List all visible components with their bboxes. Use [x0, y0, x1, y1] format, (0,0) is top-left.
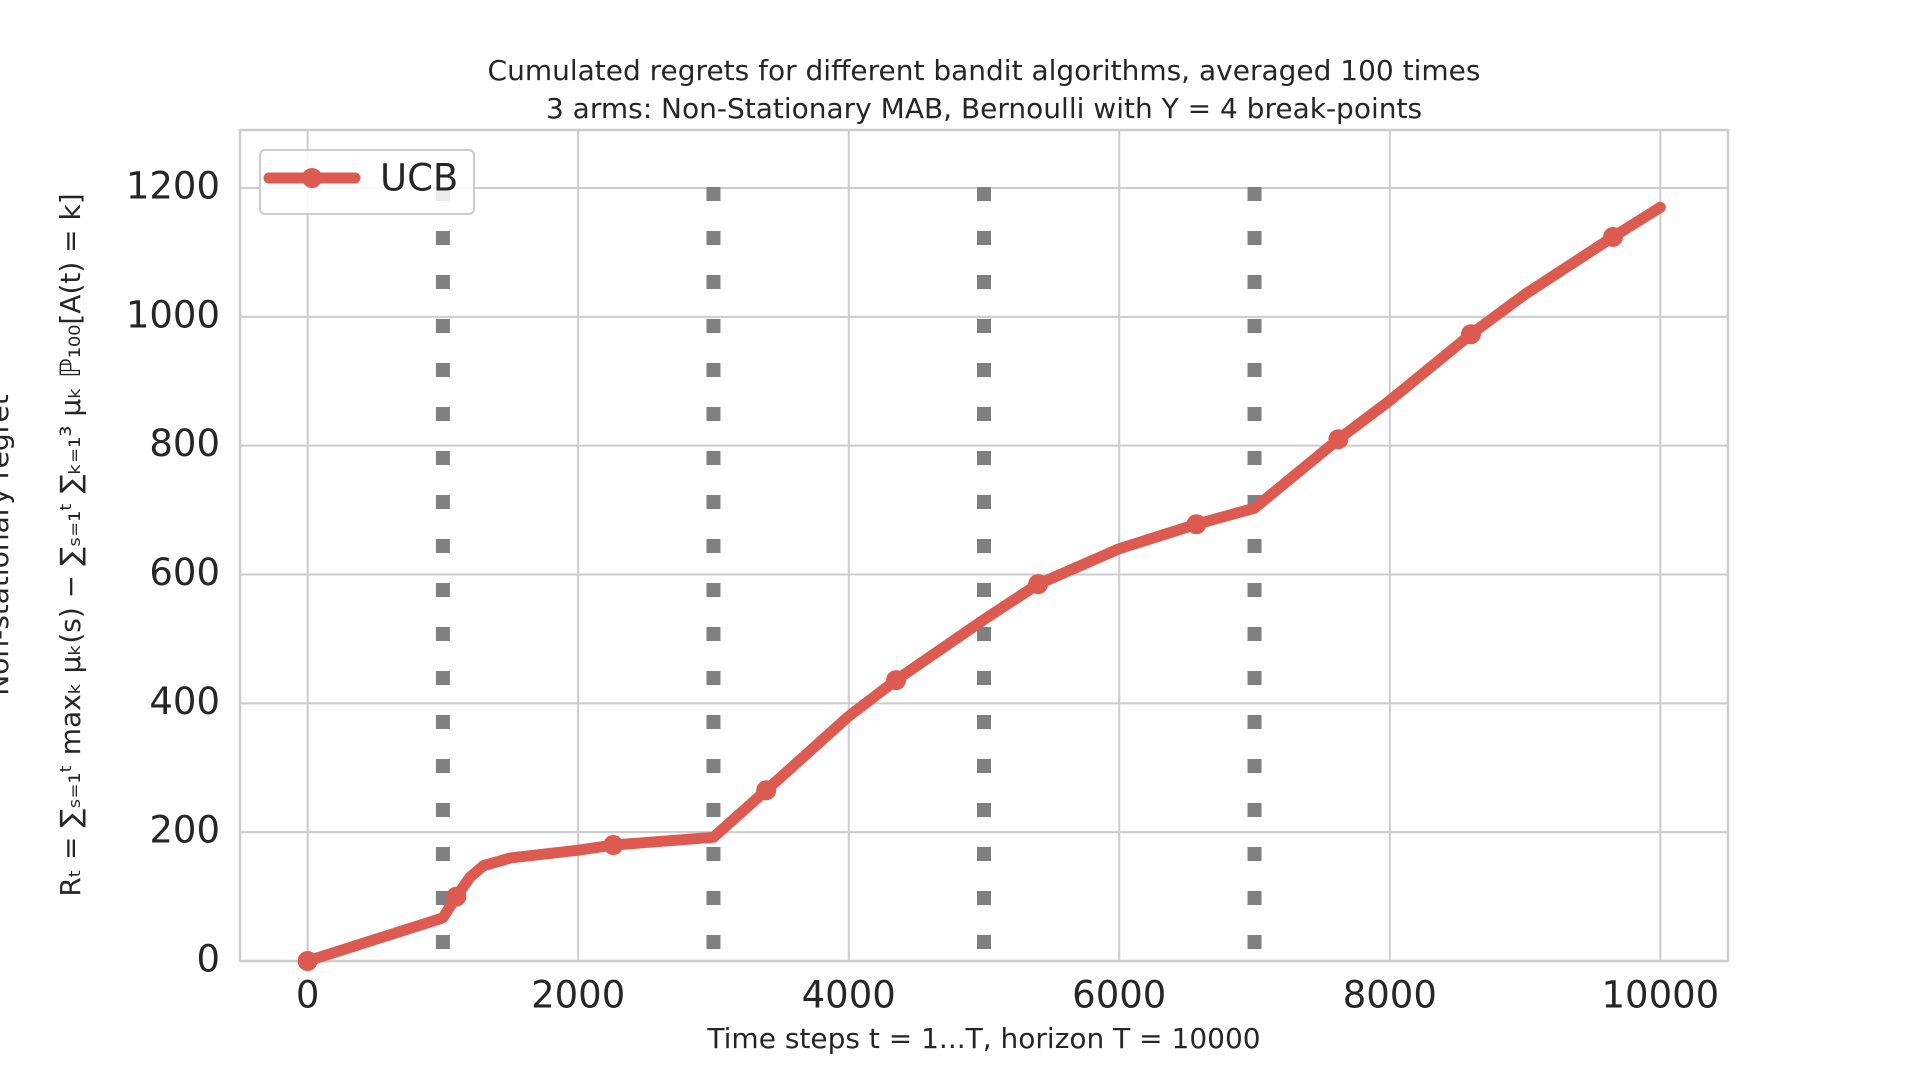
point	[1186, 514, 1207, 535]
chart-subtitle: 3 arms: Non-Stationary MAB, Bernoulli wi…	[546, 92, 1422, 125]
y-tick-label: 800	[149, 422, 220, 465]
legend-label: UCB	[380, 157, 458, 200]
x-tick-label: 8000	[1343, 974, 1437, 1017]
point	[446, 886, 467, 907]
y-tick-label: 1000	[126, 293, 220, 336]
y-axis-label: Non-stationary regret	[0, 394, 15, 695]
legend-swatch-marker	[302, 168, 322, 188]
x-tick-label: 0	[296, 974, 320, 1017]
point	[1603, 226, 1624, 247]
point	[603, 835, 624, 856]
x-tick-label: 4000	[802, 974, 896, 1017]
point	[886, 670, 907, 691]
chart-title: Cumulated regrets for different bandit a…	[488, 54, 1481, 87]
point	[297, 951, 318, 971]
x-tick-label: 2000	[531, 974, 625, 1017]
y-tick-label: 400	[149, 680, 220, 723]
y-axis-formula: Rₜ = ∑ₛ₌₁ᵗ maxₖ μₖ(s) − ∑ₛ₌₁ᵗ ∑ₖ₌₁³ μₖ ℙ…	[54, 193, 87, 896]
y-tick-label: 0	[196, 938, 220, 981]
plot-frame	[238, 128, 1730, 963]
y-tick-label: 200	[149, 809, 220, 852]
point	[1460, 324, 1481, 345]
point	[1328, 429, 1349, 450]
x-tick-label: 10000	[1602, 974, 1720, 1017]
point	[1028, 574, 1049, 595]
x-tick-label: 6000	[1072, 974, 1166, 1017]
y-tick-label: 1200	[126, 164, 220, 207]
legend-box	[259, 149, 475, 215]
x-axis-label: Time steps t = 1...T, horizon T = 10000	[706, 1022, 1260, 1055]
y-tick-label: 600	[149, 551, 220, 594]
point	[756, 780, 777, 801]
